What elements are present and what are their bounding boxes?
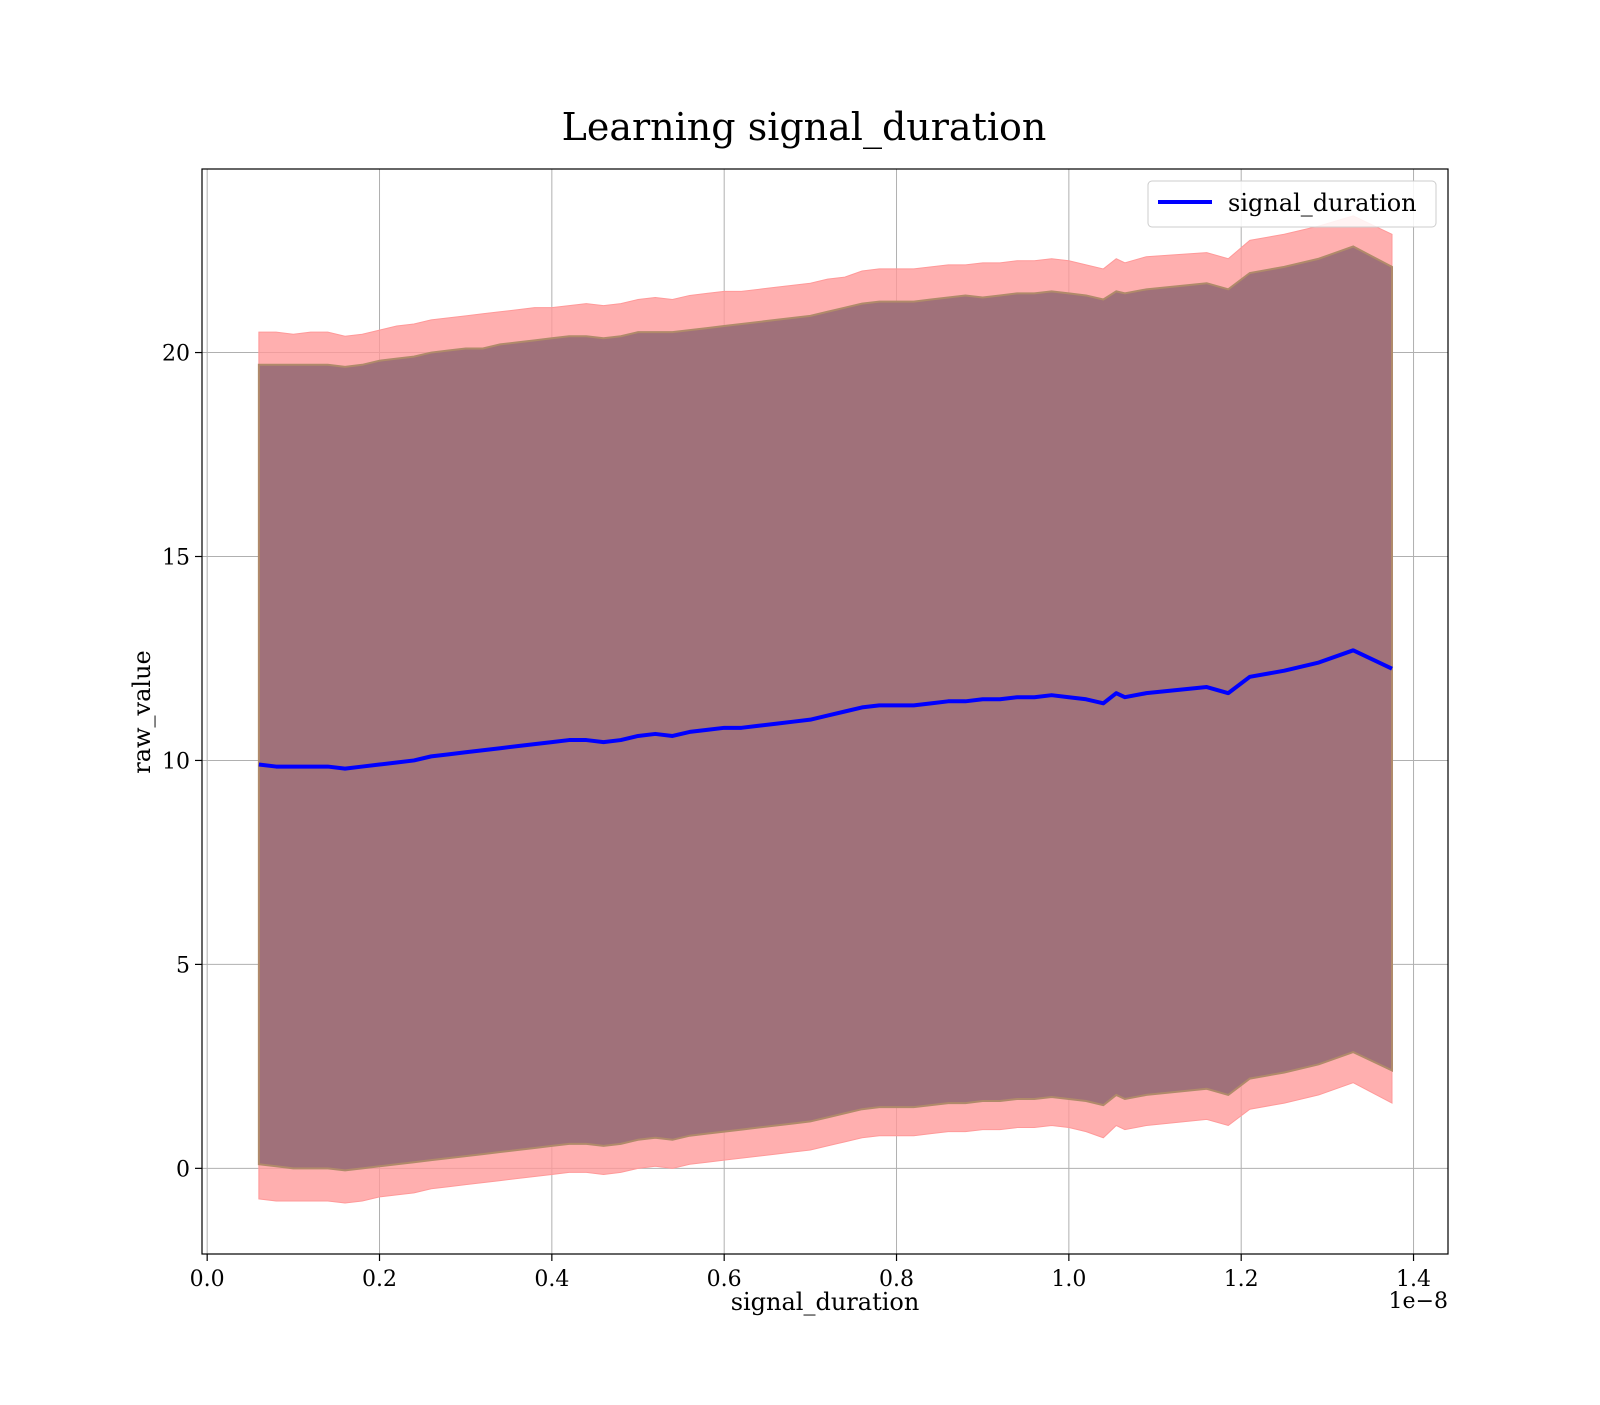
x-tick-label: 0.8	[879, 1267, 914, 1292]
plot-frame	[201, 168, 1449, 1255]
x-axis-offset-text: 1e−8	[1389, 1289, 1448, 1314]
y-tick-label: 20	[162, 342, 190, 367]
legend-box	[1147, 180, 1437, 228]
y-tick-label: 10	[162, 749, 190, 774]
y-tick-label: 5	[176, 953, 190, 978]
chart-title: Learning signal_duration	[562, 105, 1047, 150]
legend-label-signal-duration: signal_duration	[1228, 189, 1417, 217]
y-tick-label: 0	[176, 1157, 190, 1182]
x-tick-label: 0.0	[190, 1267, 225, 1292]
tick-layer: 0.0 0.2 0.4 0.6 0.8 1.0 1.2 1.4 0 5 10 15 20	[162, 342, 1431, 1292]
band-layer	[257, 215, 1393, 1204]
y-tick-label: 15	[162, 546, 190, 571]
x-tick-label: 0.4	[534, 1267, 569, 1292]
x-tick-label: 0.2	[362, 1267, 397, 1292]
x-axis-label: signal_duration	[731, 1288, 920, 1316]
x-tick-label: 1.2	[1224, 1267, 1259, 1292]
y-axis-label: raw_value	[128, 650, 156, 774]
x-tick-label: 1.0	[1051, 1267, 1086, 1292]
legend: signal_duration	[1147, 180, 1437, 228]
x-tick-label: 1.4	[1396, 1267, 1431, 1292]
line-layer	[258, 648, 1393, 771]
x-tick-label: 0.6	[707, 1267, 742, 1292]
series-line-signal-duration	[258, 648, 1393, 771]
inner-confidence-band	[257, 245, 1393, 1172]
